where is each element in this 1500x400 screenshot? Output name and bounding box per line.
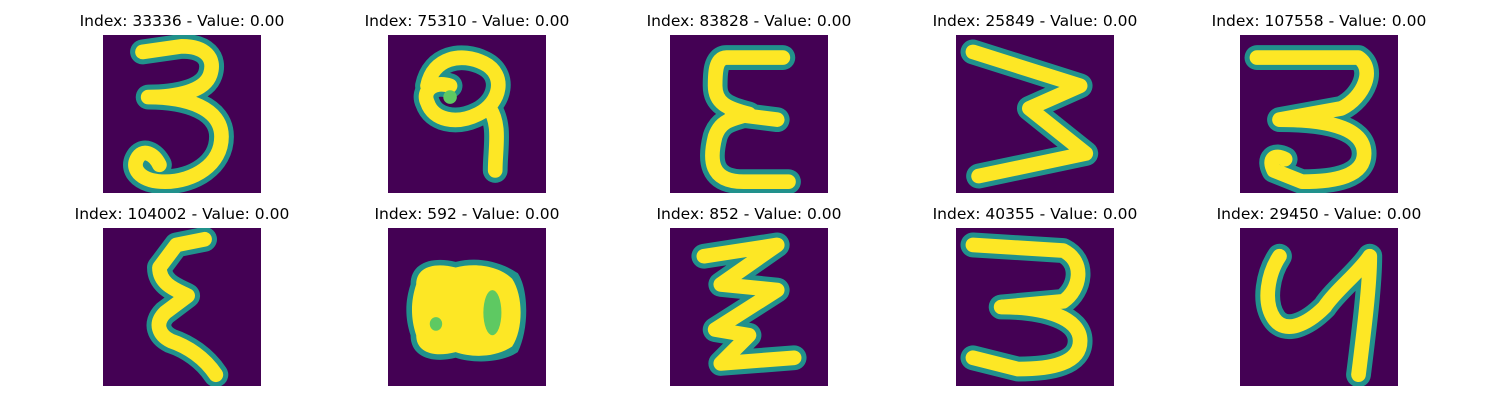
- digit-image: [388, 35, 546, 193]
- digit-image: [103, 228, 261, 386]
- sample-panel: Index: 75310 - Value: 0.00: [347, 11, 587, 201]
- digit-image: [388, 228, 546, 386]
- digit-hole: [443, 90, 457, 104]
- panel-title: Index: 83828 - Value: 0.00: [646, 12, 852, 30]
- panel-title: Index: 107558 - Value: 0.00: [1211, 12, 1427, 30]
- panel-title: Index: 33336 - Value: 0.00: [79, 12, 285, 30]
- digit-blob: [411, 265, 521, 356]
- panel-title: Index: 75310 - Value: 0.00: [364, 12, 570, 30]
- digit-hole: [483, 290, 502, 336]
- panel-title: Index: 40355 - Value: 0.00: [932, 205, 1138, 223]
- digit-stroke: [418, 50, 506, 178]
- panel-title: Index: 29450 - Value: 0.00: [1216, 205, 1422, 223]
- sample-panel: Index: 40355 - Value: 0.00: [915, 204, 1155, 394]
- digit-stroke: [128, 38, 229, 190]
- digit-image: [670, 35, 828, 193]
- sample-panel: Index: 852 - Value: 0.00: [629, 204, 869, 394]
- sample-panel: Index: 29450 - Value: 0.00: [1199, 204, 1439, 394]
- panel-title: Index: 104002 - Value: 0.00: [74, 205, 290, 223]
- sample-panel: Index: 107558 - Value: 0.00: [1199, 11, 1439, 201]
- digit-stroke: [1249, 50, 1374, 190]
- digit-image: [1240, 228, 1398, 386]
- digit-image: [956, 228, 1114, 386]
- digit-stroke: [965, 237, 1088, 377]
- panel-title: Index: 592 - Value: 0.00: [374, 205, 560, 223]
- digit-stroke: [1260, 248, 1378, 383]
- sample-panel: Index: 592 - Value: 0.00: [347, 204, 587, 394]
- panel-title: Index: 25849 - Value: 0.00: [932, 12, 1138, 30]
- digit-image: [670, 228, 828, 386]
- digit-stroke: [705, 50, 796, 190]
- digit-stroke: [151, 231, 224, 383]
- digit-stroke: [696, 237, 802, 371]
- sample-panel: Index: 33336 - Value: 0.00: [62, 11, 302, 201]
- digit-stroke: [965, 44, 1094, 184]
- panel-title: Index: 852 - Value: 0.00: [656, 205, 842, 223]
- sample-panel: Index: 104002 - Value: 0.00: [62, 204, 302, 394]
- digit-image: [956, 35, 1114, 193]
- digit-hole: [429, 317, 443, 331]
- sample-panel: Index: 25849 - Value: 0.00: [915, 11, 1155, 201]
- sample-panel: Index: 83828 - Value: 0.00: [629, 11, 869, 201]
- digit-image: [1240, 35, 1398, 193]
- digit-image: [103, 35, 261, 193]
